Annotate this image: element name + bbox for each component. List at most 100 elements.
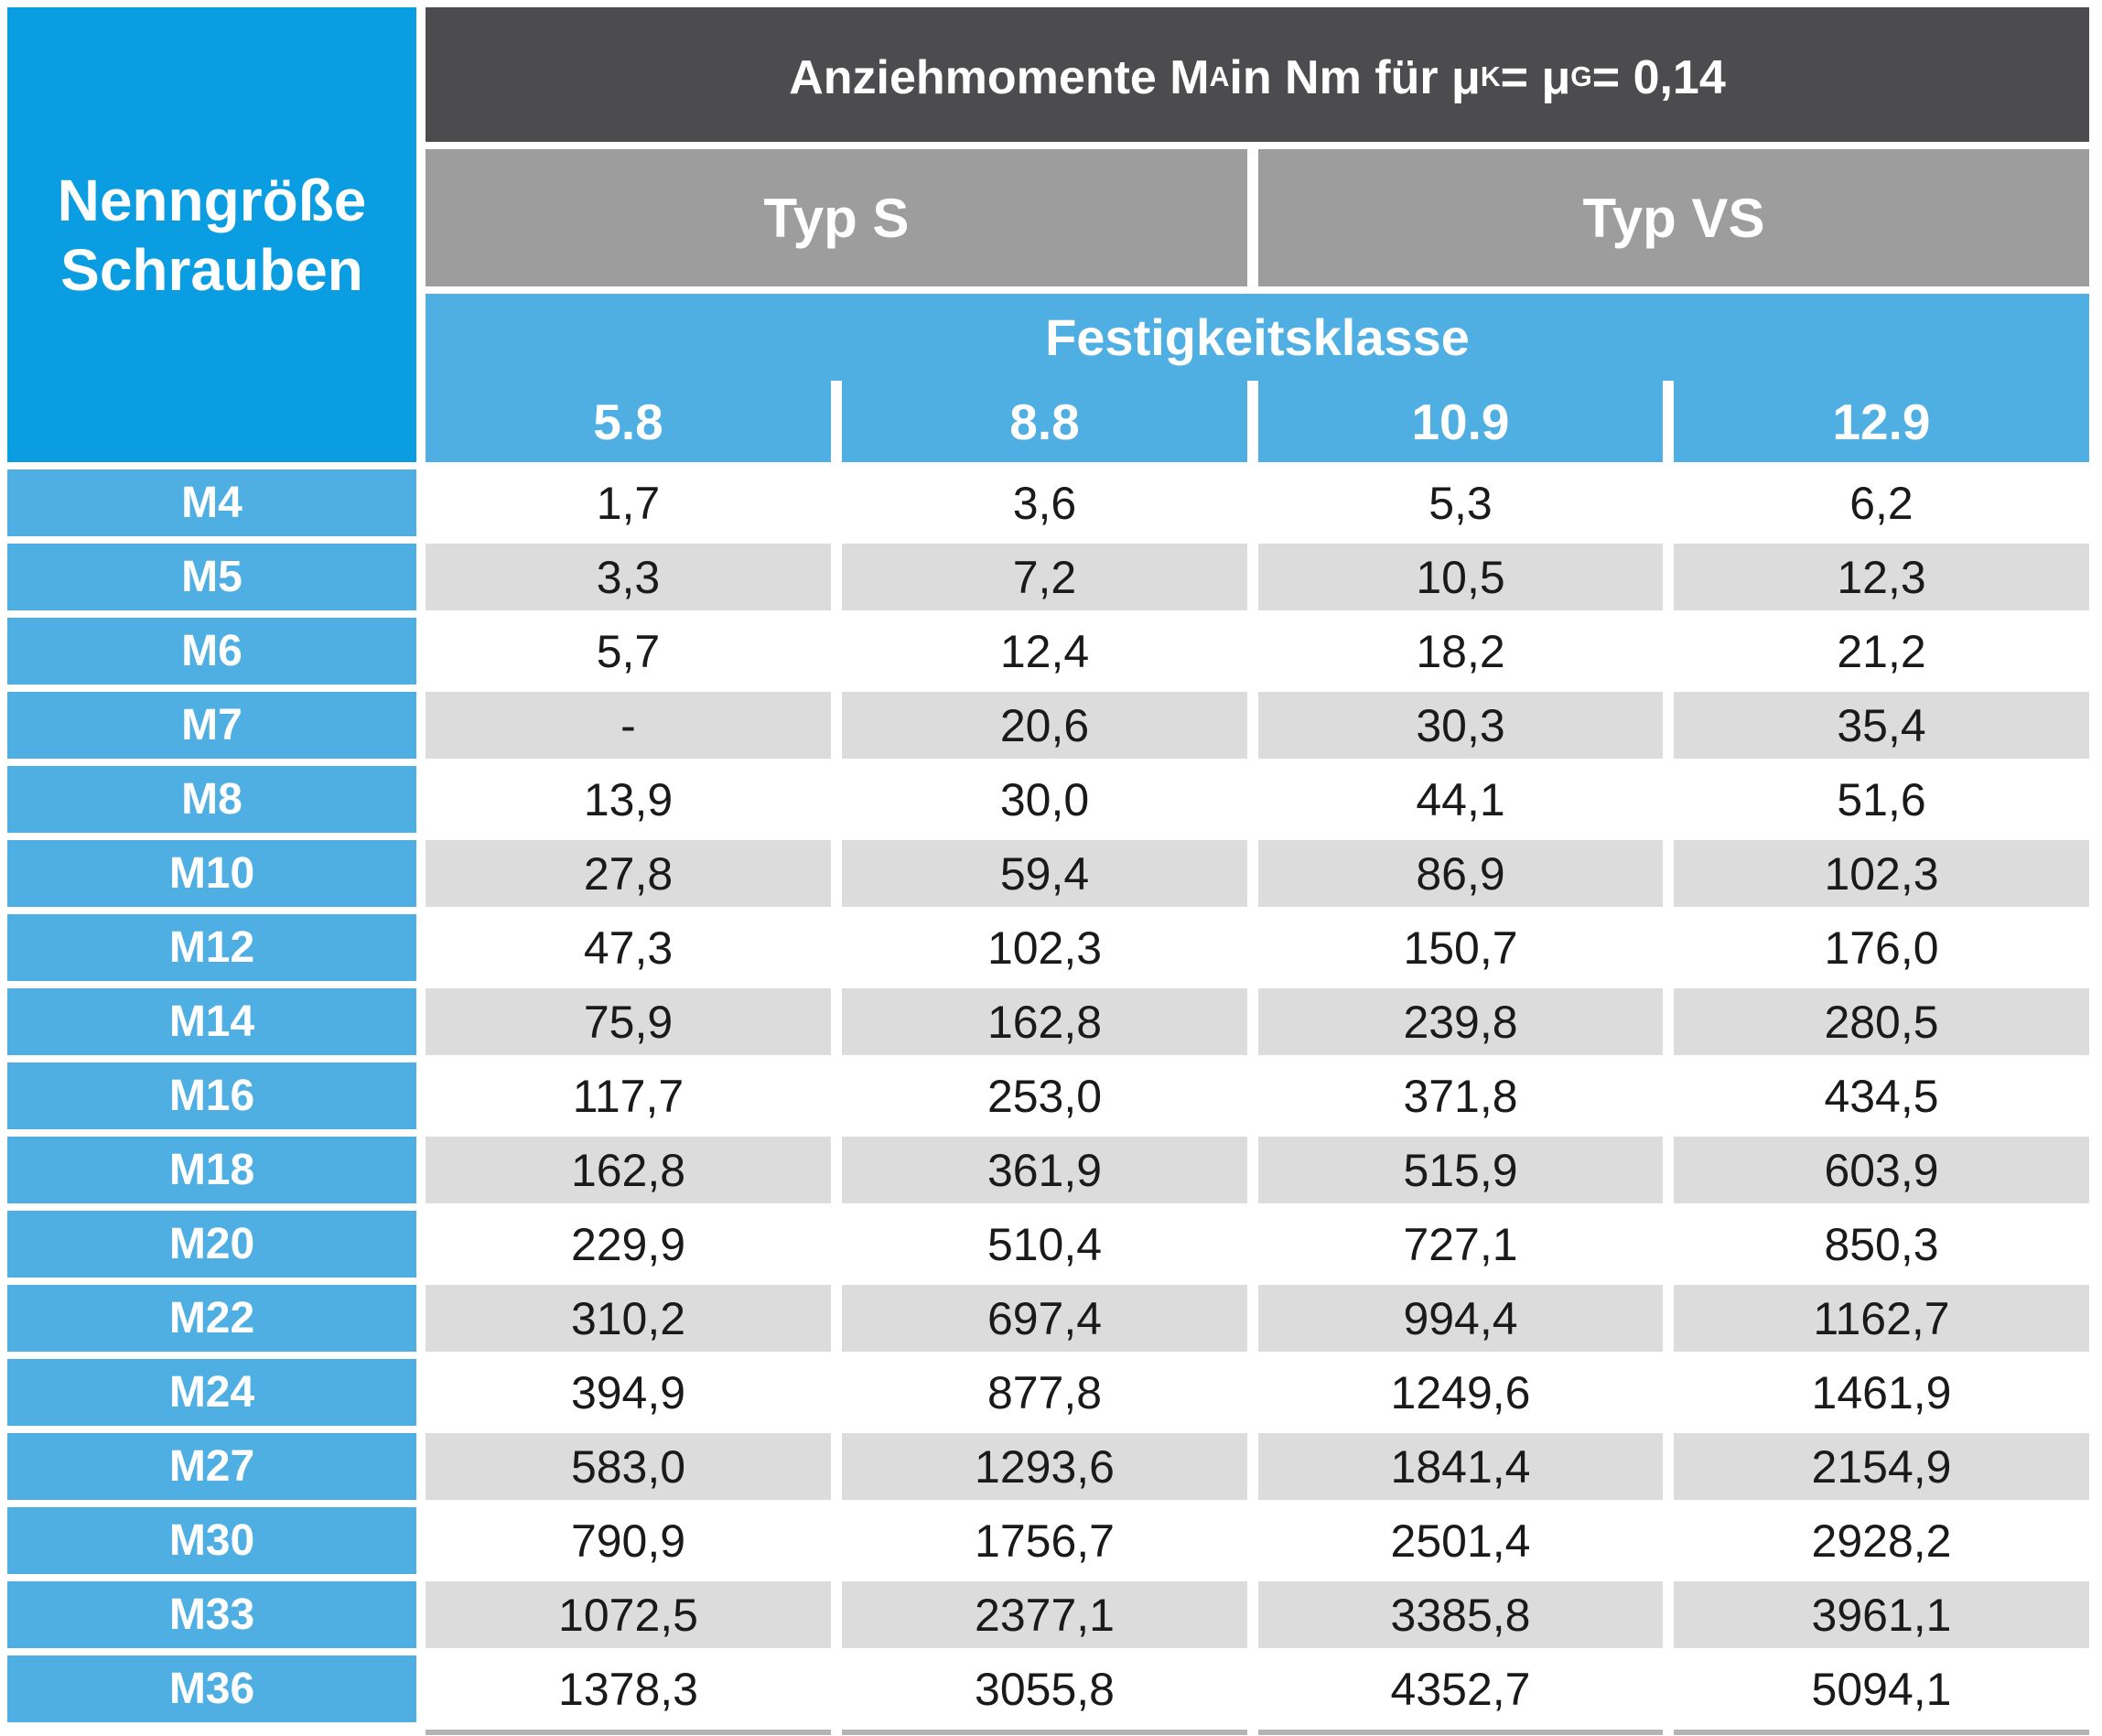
torque-value: 253,0 (986, 1070, 1103, 1122)
table-row: M27 583,0 1293,6 1841,4 2154,9 (7, 1433, 2089, 1500)
torque-value: 18,2 (1416, 625, 1505, 677)
torque-value: 3961,1 (1674, 1581, 2089, 1648)
torque-value: 3,6 (1012, 477, 1077, 529)
size-label: M10 (7, 840, 416, 907)
table-row: M7 - 20,6 30,3 35,4 (7, 692, 2089, 759)
torque-value: 6,2 (1849, 477, 1913, 529)
torque-value: 1756,7 (975, 1515, 1115, 1567)
torque-value: 2154,9 (1674, 1433, 2089, 1500)
type-header-vs: Typ VS (1258, 149, 2089, 286)
torque-value: 86,9 (1258, 840, 1663, 907)
torque-value: 3385,8 (1258, 1581, 1663, 1648)
torque-value: 5,3 (1428, 477, 1493, 529)
table-row: M4 1,7 3,6 5,3 6,2 (7, 469, 2089, 536)
bottom-border-segment (426, 1730, 831, 1735)
torque-value: 20,6 (842, 692, 1247, 759)
bottom-border-segment (1258, 1730, 1663, 1735)
torque-value: 3,3 (426, 544, 831, 610)
torque-value: 75,9 (426, 988, 831, 1055)
torque-value: 1293,6 (842, 1433, 1247, 1500)
type-header-s: Typ S (426, 149, 1247, 286)
torque-value: 30,0 (999, 773, 1090, 825)
torque-value: 280,5 (1674, 988, 2089, 1055)
table-row: M30 790,9 1756,7 2501,4 2928,2 (7, 1507, 2089, 1574)
size-label: M36 (7, 1655, 416, 1722)
table-row: M20 229,9 510,4 727,1 850,3 (7, 1211, 2089, 1278)
size-label: M24 (7, 1359, 416, 1426)
table-row: M22 310,2 697,4 994,4 1162,7 (7, 1285, 2089, 1352)
torque-value: 697,4 (842, 1285, 1247, 1352)
torque-value: 1841,4 (1258, 1433, 1663, 1500)
table-row: M24 394,9 877,8 1249,6 1461,9 (7, 1359, 2089, 1426)
size-label: M5 (7, 544, 416, 610)
size-label: M30 (7, 1507, 416, 1574)
torque-value: 4352,7 (1390, 1663, 1531, 1715)
torque-value: 2377,1 (842, 1581, 1247, 1648)
size-label: M20 (7, 1211, 416, 1278)
title-text: = 0,14 (1591, 50, 1726, 104)
torque-value: 5,7 (596, 625, 661, 677)
title-text: = μ (1500, 50, 1571, 104)
table-row: M16 117,7 253,0 371,8 434,5 (7, 1062, 2089, 1129)
table-row: M6 5,7 12,4 18,2 21,2 (7, 618, 2089, 685)
strength-class-block: Festigkeitsklasse 5.8 8.8 10.9 12.9 (426, 294, 2089, 462)
table-row: M8 13,9 30,0 44,1 51,6 (7, 766, 2089, 833)
torque-value: 2928,2 (1811, 1515, 1952, 1567)
torque-value: 1072,5 (426, 1581, 831, 1648)
torque-value: 229,9 (570, 1218, 686, 1270)
torque-value: 162,8 (842, 988, 1247, 1055)
torque-value: 877,8 (986, 1366, 1103, 1418)
torque-value: 30,3 (1258, 692, 1663, 759)
table-row: M18 162,8 361,9 515,9 603,9 (7, 1137, 2089, 1203)
torque-value: 59,4 (842, 840, 1247, 907)
torque-value: 117,7 (572, 1070, 684, 1122)
torque-value: 790,9 (570, 1515, 686, 1567)
strength-class-10.9: 10.9 (1258, 381, 1663, 462)
strength-class-12.9: 12.9 (1674, 381, 2089, 462)
torque-value: 10,5 (1258, 544, 1663, 610)
torque-value: 102,3 (1674, 840, 2089, 907)
size-label: M33 (7, 1581, 416, 1648)
torque-value: 102,3 (986, 922, 1103, 974)
table-row: M36 1378,3 3055,8 4352,7 5094,1 (7, 1655, 2089, 1722)
torque-value: - (426, 692, 831, 759)
torque-value: 727,1 (1403, 1218, 1518, 1270)
torque-value: 51,6 (1837, 773, 1926, 825)
torque-value: 1461,9 (1811, 1366, 1952, 1418)
size-label: M6 (7, 618, 416, 685)
torque-value: 176,0 (1824, 922, 1939, 974)
torque-value: 850,3 (1824, 1218, 1939, 1270)
torque-value: 371,8 (1403, 1070, 1518, 1122)
torque-value: 5094,1 (1811, 1663, 1952, 1715)
table-row: M14 75,9 162,8 239,8 280,5 (7, 988, 2089, 1055)
size-label: M18 (7, 1137, 416, 1203)
torque-value: 510,4 (986, 1218, 1103, 1270)
torque-value: 603,9 (1674, 1137, 2089, 1203)
torque-value: 239,8 (1258, 988, 1663, 1055)
torque-value: 361,9 (842, 1137, 1247, 1203)
table-row: M5 3,3 7,2 10,5 12,3 (7, 544, 2089, 610)
torque-value: 1,7 (596, 477, 661, 529)
strength-class-header: Festigkeitsklasse (426, 294, 2089, 381)
torque-value: 1249,6 (1390, 1366, 1531, 1418)
size-label: M27 (7, 1433, 416, 1500)
torque-value: 515,9 (1258, 1137, 1663, 1203)
torque-value: 47,3 (583, 922, 674, 974)
torque-value: 1162,7 (1674, 1285, 2089, 1352)
size-label: M16 (7, 1062, 416, 1129)
size-label: M7 (7, 692, 416, 759)
torque-value: 1378,3 (558, 1663, 698, 1715)
type-header-row: Typ S Typ VS (426, 149, 2089, 286)
title-text: Anziehmomente M (789, 50, 1210, 104)
size-label: M8 (7, 766, 416, 833)
torque-value: 394,9 (570, 1366, 686, 1418)
size-label: M22 (7, 1285, 416, 1352)
size-label: M14 (7, 988, 416, 1055)
torque-value: 12,3 (1674, 544, 2089, 610)
strength-class-5.8: 5.8 (426, 381, 831, 462)
size-label: M12 (7, 914, 416, 981)
table-row: M33 1072,5 2377,1 3385,8 3961,1 (7, 1581, 2089, 1648)
torque-value: 7,2 (842, 544, 1247, 610)
